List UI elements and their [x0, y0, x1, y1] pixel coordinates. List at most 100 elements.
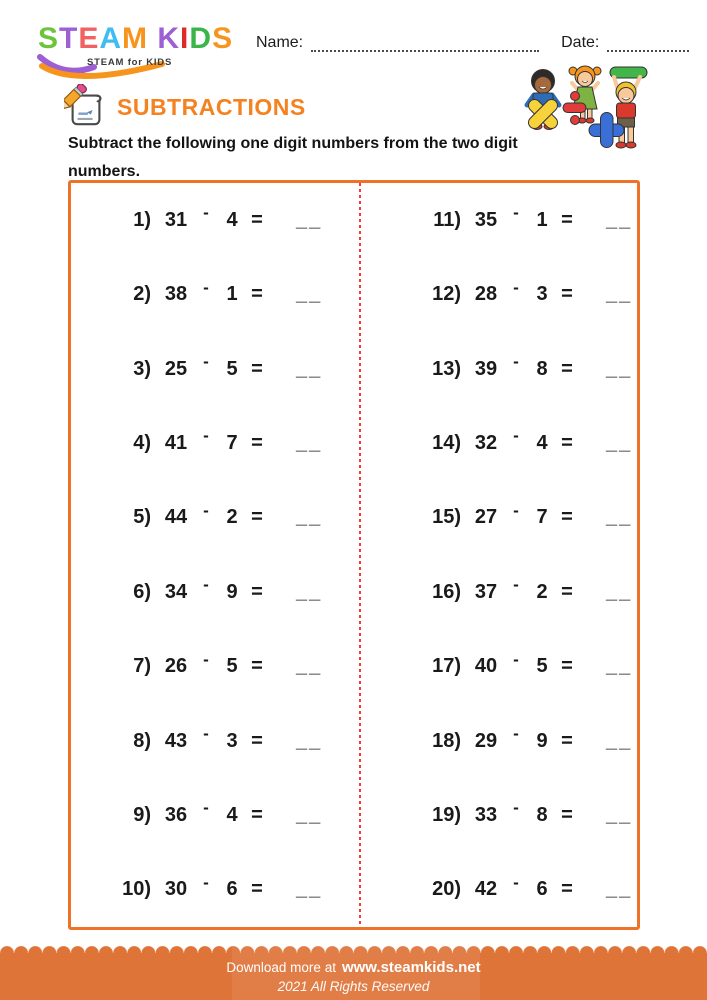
answer-blank: __ — [606, 283, 633, 306]
problem-number: 2) — [133, 283, 151, 306]
footer-download-prefix: Download more at — [226, 960, 336, 975]
problem-number: 20) — [432, 878, 461, 901]
date-line — [607, 36, 690, 52]
logo-letter: M — [122, 22, 149, 55]
equals-sign: = — [251, 729, 263, 752]
answer-blank: __ — [296, 506, 323, 529]
minus-operator: - — [513, 203, 519, 223]
minus-operator: - — [513, 724, 519, 744]
minuend: 29 — [474, 729, 498, 752]
minuend: 35 — [474, 208, 498, 231]
minuend: 31 — [164, 208, 188, 231]
problem-number: 10) — [122, 878, 151, 901]
minuend: 37 — [474, 580, 498, 603]
logo-letter: S — [38, 22, 60, 55]
logo-letter: S — [212, 22, 234, 55]
footer-banner: Download more at www.steamkids.net 2021 A… — [0, 945, 707, 1000]
problem-row: 16) 37-2 = __ — [417, 555, 637, 629]
subtrahend: 1 — [226, 283, 238, 306]
equals-sign: = — [561, 431, 573, 454]
problem-number: 3) — [133, 357, 151, 380]
problem-number: 15) — [432, 506, 461, 529]
subtrahend: 6 — [536, 878, 548, 901]
minus-operator: - — [203, 277, 209, 297]
minuend: 43 — [164, 729, 188, 752]
answer-blank: __ — [296, 878, 323, 901]
subtrahend: 4 — [226, 208, 238, 231]
instruction-text: Subtract the following one digit numbers… — [68, 135, 518, 180]
pencil-paper-icon — [64, 84, 102, 126]
minus-operator: - — [203, 724, 209, 744]
equals-sign: = — [561, 506, 573, 529]
problem-row: 1) 31-4 = __ — [107, 183, 359, 257]
minus-operator: - — [513, 426, 519, 446]
equals-sign: = — [561, 283, 573, 306]
kids-math-illustration — [524, 65, 648, 149]
problem-number: 19) — [432, 803, 461, 826]
equals-sign: = — [251, 803, 263, 826]
answer-blank: __ — [606, 357, 633, 380]
answer-blank: __ — [606, 506, 633, 529]
subtrahend: 2 — [536, 580, 548, 603]
problem-row: 8) 43-3 = __ — [107, 704, 359, 778]
problem-number: 8) — [133, 729, 151, 752]
answer-blank: __ — [606, 431, 633, 454]
problem-number: 9) — [133, 803, 151, 826]
subtrahend: 5 — [226, 655, 238, 678]
equals-sign: = — [251, 283, 263, 306]
logo-letter: D — [189, 22, 213, 55]
minuend: 38 — [164, 283, 188, 306]
minus-operator: - — [203, 798, 209, 818]
minuend: 44 — [164, 506, 188, 529]
title-row: SUBTRACTIONS — [64, 84, 306, 130]
minus-operator: - — [203, 575, 209, 595]
problem-row: 6) 34-9 = __ — [107, 555, 359, 629]
answer-blank: __ — [296, 431, 323, 454]
minus-operator: - — [203, 426, 209, 446]
equals-sign: = — [561, 655, 573, 678]
problem-row: 10) 30-6 = __ — [107, 853, 359, 927]
minuend: 40 — [474, 655, 498, 678]
minuend: 33 — [474, 803, 498, 826]
minus-operator: - — [513, 798, 519, 818]
date-label: Date: — [561, 34, 600, 51]
minus-operator: - — [513, 649, 519, 669]
problems-column-left: 1) 31-4 = __ 2) 38-1 = __ 3) 25-5 = __ 4) 41-7 = __ 5) 44… — [71, 183, 359, 927]
problem-number: 13) — [432, 357, 461, 380]
subtrahend: 8 — [536, 357, 548, 380]
problem-row: 11) 35-1 = __ — [417, 183, 637, 257]
problem-number: 16) — [432, 580, 461, 603]
answer-blank: __ — [296, 729, 323, 752]
answer-blank: __ — [606, 803, 633, 826]
problem-number: 6) — [133, 580, 151, 603]
minuend: 32 — [474, 431, 498, 454]
problem-number: 18) — [432, 729, 461, 752]
problem-row: 2) 38-1 = __ — [107, 257, 359, 331]
minus-operator: - — [513, 575, 519, 595]
subtrahend: 6 — [226, 878, 238, 901]
problem-number: 1) — [133, 208, 151, 231]
subtrahend: 2 — [226, 506, 238, 529]
problem-number: 17) — [432, 655, 461, 678]
problem-row: 7) 26-5 = __ — [107, 629, 359, 703]
equals-sign: = — [251, 208, 263, 231]
minuend: 42 — [474, 878, 498, 901]
name-line — [311, 36, 540, 52]
subtrahend: 8 — [536, 803, 548, 826]
subtrahend: 9 — [536, 729, 548, 752]
subtrahend: 3 — [536, 283, 548, 306]
minus-operator: - — [513, 277, 519, 297]
minus-operator: - — [203, 649, 209, 669]
footer-download-text: Download more at www.steamkids.net — [0, 959, 707, 976]
problem-row: 13) 39-8 = __ — [417, 332, 637, 406]
equals-sign: = — [251, 431, 263, 454]
scallop-edge — [0, 945, 707, 953]
subtrahend: 1 — [536, 208, 548, 231]
problem-row: 12) 28-3 = __ — [417, 257, 637, 331]
problem-number: 12) — [432, 283, 461, 306]
minus-operator: - — [513, 500, 519, 520]
minus-operator: - — [203, 500, 209, 520]
minuend: 36 — [164, 803, 188, 826]
logo-letter — [148, 22, 157, 55]
